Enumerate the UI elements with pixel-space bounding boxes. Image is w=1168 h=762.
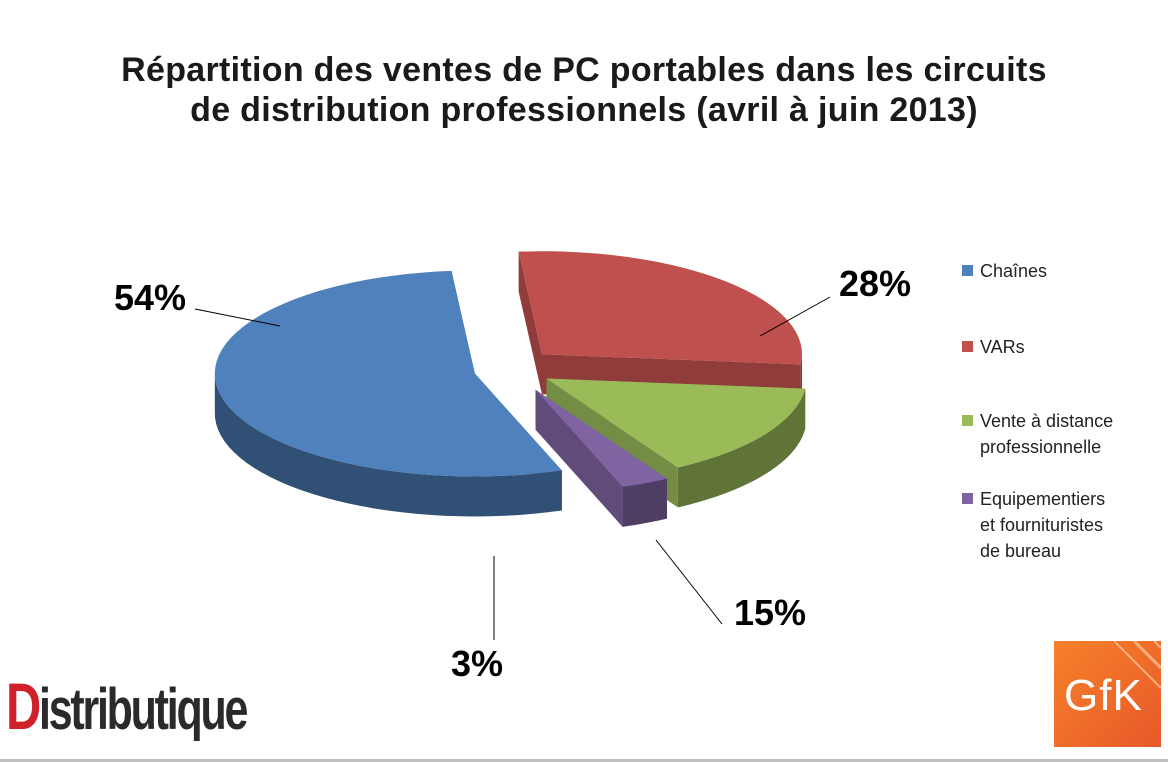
pie-slice-top — [535, 389, 667, 487]
legend-label-line: VARs — [980, 337, 1025, 357]
pie-slice-4 — [535, 389, 667, 527]
data-label: 15% — [734, 592, 806, 633]
legend-label: VARs — [980, 334, 1025, 360]
chart-title-line-1: Répartition des ventes de PC portables d… — [121, 51, 1047, 89]
legend-label-line: Chaînes — [980, 261, 1048, 281]
legend-label: Equipementiers et fournituristes de bureau — [980, 486, 1105, 564]
data-label: 54% — [114, 277, 186, 318]
data-label: 3% — [451, 643, 503, 684]
pie-slice-1 — [214, 270, 562, 517]
legend-swatch — [962, 415, 973, 426]
legend-label-line: Vente à distance — [980, 411, 1114, 431]
gfk-logo: GfK — [1054, 641, 1161, 747]
leader-line — [655, 539, 723, 625]
gfk-logo-rays — [1113, 641, 1161, 689]
legend-label-line: et fournituristes — [980, 515, 1104, 535]
pie-slice-side — [518, 251, 543, 395]
legend-swatch — [962, 341, 973, 352]
legend-label: Chaînes — [980, 258, 1047, 284]
chart-title-line-2: de distribution professionnels (avril à … — [190, 91, 978, 129]
chart-title: Répartition des ventes de PC portables d… — [0, 50, 1168, 130]
pie-slice-rim — [622, 478, 667, 527]
pie-slice-rim — [677, 388, 806, 508]
pie-slice-side — [535, 389, 623, 527]
distributique-logo: Distributique — [6, 669, 248, 743]
legend-label: Vente à distance professionnelle — [980, 408, 1113, 460]
leader-line — [759, 296, 831, 337]
legend-swatch — [962, 493, 973, 504]
pie-slice-rim — [214, 372, 562, 517]
legend-label-line: Equipementiers — [980, 489, 1106, 509]
pie-slice-top — [546, 378, 806, 468]
bottom-divider — [0, 759, 1168, 762]
leader-line — [194, 308, 281, 327]
pie-slice-top — [518, 251, 802, 365]
legend-label-line: de bureau — [980, 541, 1062, 561]
data-label: 28% — [839, 263, 911, 304]
legend-swatch — [962, 265, 973, 276]
pie-slice-top — [214, 270, 562, 477]
legend-label-line: professionnelle — [980, 437, 1102, 457]
